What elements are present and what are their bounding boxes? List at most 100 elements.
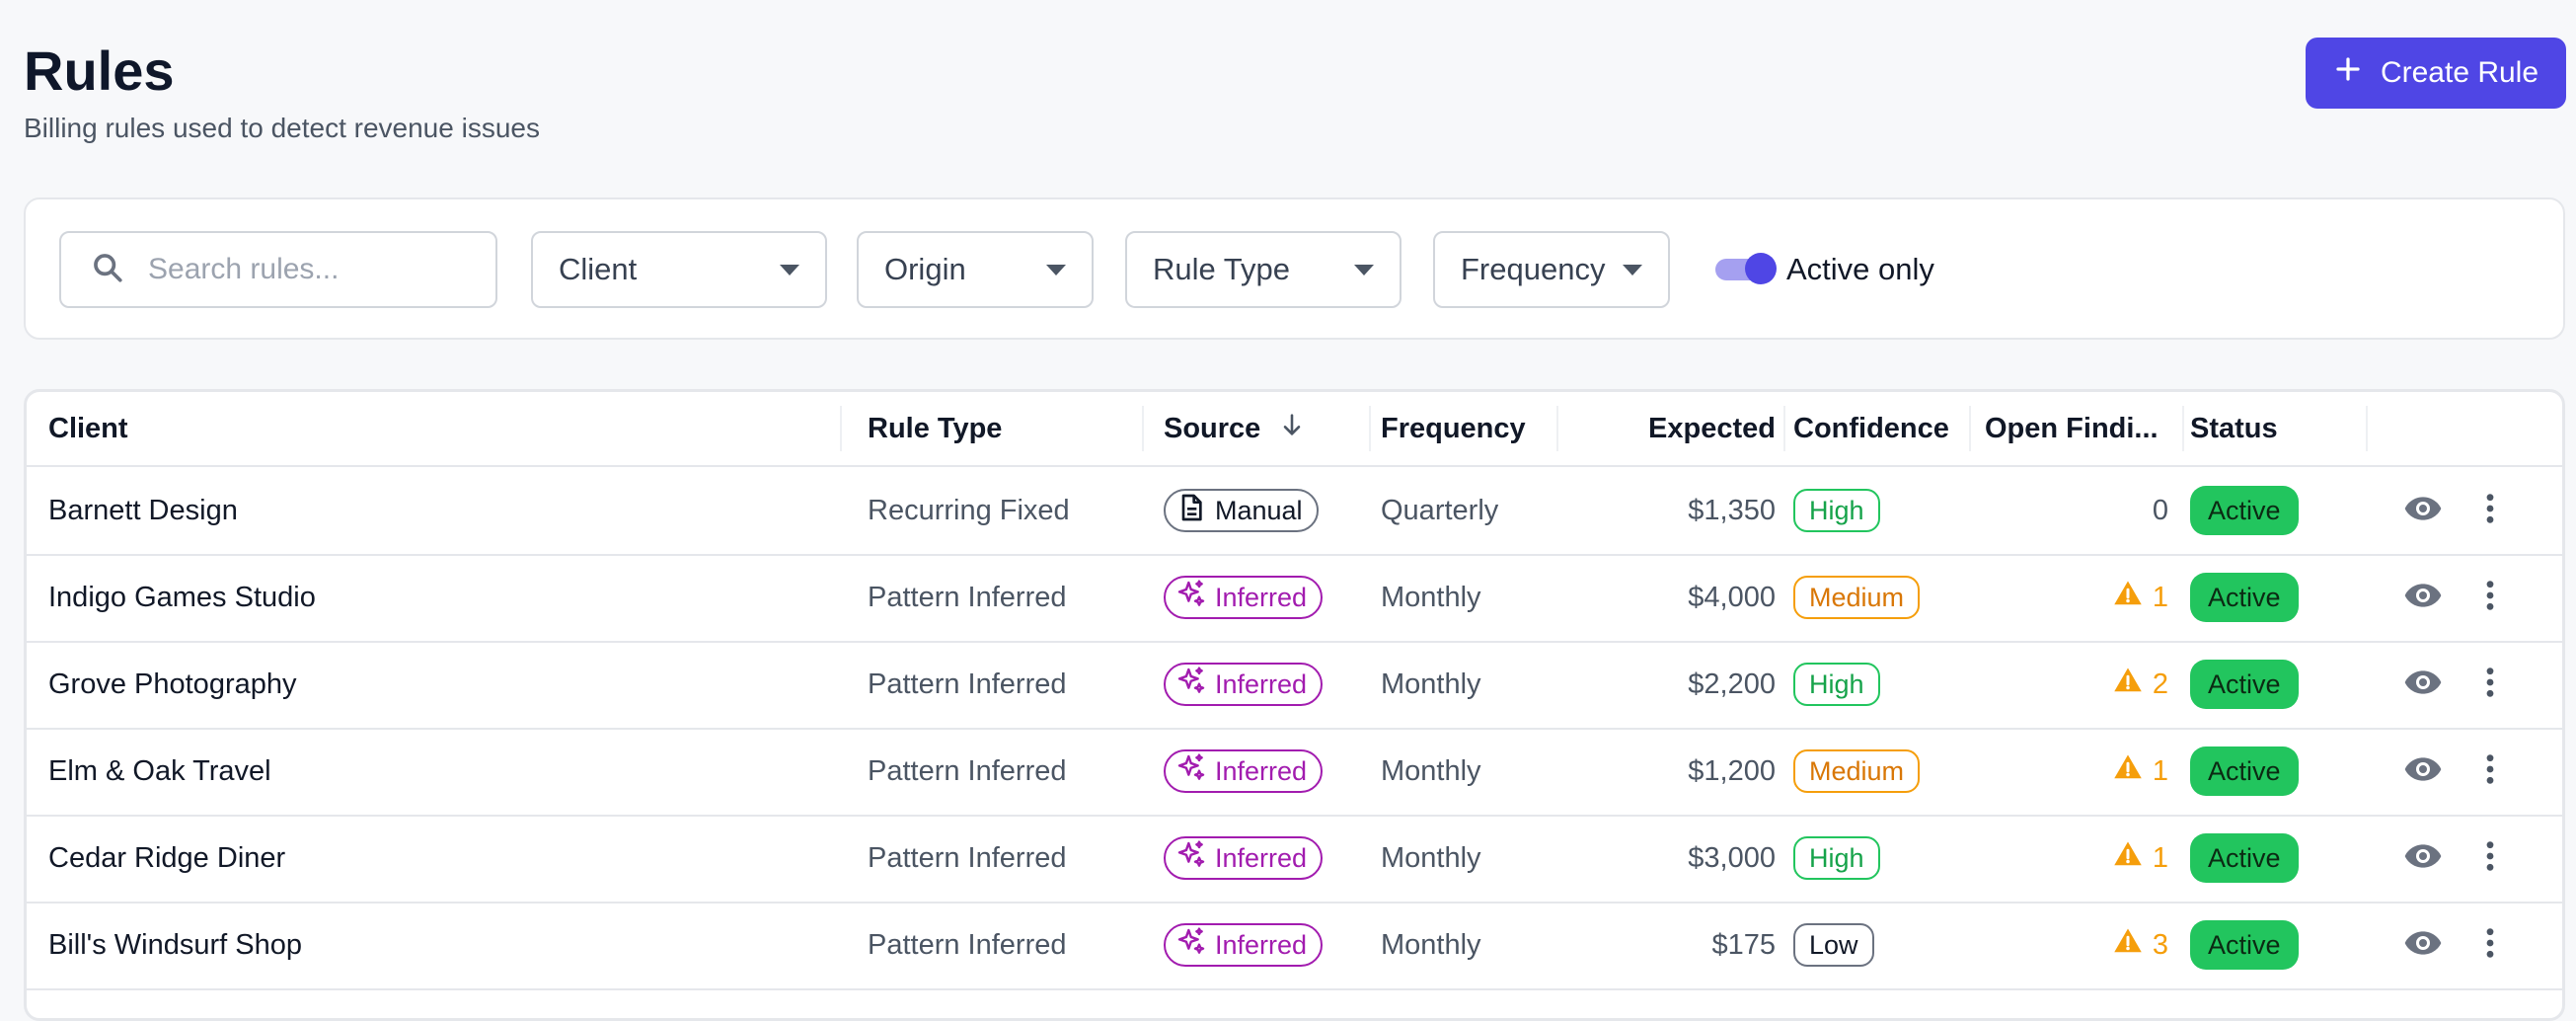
view-rule-button[interactable] (2395, 728, 2451, 815)
column-divider (840, 406, 842, 451)
row-actions-button[interactable] (2470, 728, 2510, 815)
column-divider (1969, 406, 1971, 451)
cell-source: Inferred (1164, 902, 1324, 988)
open-findings[interactable]: 1 (2113, 839, 2168, 877)
cell-confidence: Medium (1793, 728, 1921, 815)
view-rule-button[interactable] (2395, 815, 2451, 902)
cell-status: Active (2190, 815, 2299, 902)
cell-rule-type: Recurring Fixed (868, 494, 1070, 526)
cell-source: Inferred (1164, 815, 1324, 902)
cell-client: Indigo Games Studio (48, 581, 316, 613)
source-badge: Inferred (1164, 836, 1324, 880)
frequency-filter-select[interactable]: Frequency (1433, 231, 1670, 308)
cell-source: Inferred (1164, 728, 1324, 815)
column-divider (2182, 406, 2184, 451)
warning-icon (2113, 926, 2143, 964)
row-actions-button[interactable] (2470, 554, 2510, 641)
column-header-frequency[interactable]: Frequency (1381, 412, 1526, 444)
open-findings-count: 1 (2152, 841, 2168, 874)
rule-type-filter-select[interactable]: Rule Type (1125, 231, 1402, 308)
view-rule-button[interactable] (2395, 641, 2451, 728)
view-rule-button[interactable] (2395, 902, 2451, 988)
sparkle-icon (1175, 926, 1207, 965)
search-box[interactable] (59, 231, 497, 308)
view-rule-button[interactable] (2395, 554, 2451, 641)
row-actions-button[interactable] (2470, 815, 2510, 902)
source-header-label: Source (1164, 412, 1261, 444)
cell-confidence: Medium (1793, 554, 1921, 641)
cell-confidence: High (1793, 815, 1880, 902)
cell-client: Cedar Ridge Diner (48, 841, 286, 874)
status-badge: Active (2190, 573, 2299, 622)
document-icon (1175, 492, 1207, 530)
more-vertical-icon (2485, 926, 2495, 965)
open-findings[interactable]: 1 (2113, 579, 2168, 616)
cell-open-findings: 3 (1985, 902, 2168, 988)
column-header-rule-type[interactable]: Rule Type (868, 412, 1003, 444)
cell-rule-type: Pattern Inferred (868, 581, 1067, 613)
table-row[interactable]: Cedar Ridge Diner Pattern Inferred Inferre… (27, 815, 2562, 903)
confidence-badge: Medium (1793, 749, 1921, 793)
open-findings[interactable]: 3 (2113, 926, 2168, 964)
column-header-open-findings[interactable]: Open Findi... (1985, 412, 2159, 444)
column-header-confidence[interactable]: Confidence (1793, 412, 1949, 444)
create-rule-button[interactable]: Create Rule (2306, 38, 2566, 109)
confidence-badge: Medium (1793, 576, 1921, 619)
row-actions-button[interactable] (2470, 467, 2510, 554)
table-row[interactable]: Grove Photography Pattern Inferred Inferre… (27, 641, 2562, 730)
more-vertical-icon (2485, 666, 2495, 704)
column-header-expected[interactable]: Expected (1648, 412, 1776, 444)
cell-expected: $1,200 (1688, 754, 1776, 787)
chevron-down-icon (1623, 264, 1642, 275)
eye-icon (2403, 749, 2443, 794)
cell-expected: $3,000 (1688, 841, 1776, 874)
cell-rule-type: Pattern Inferred (868, 841, 1067, 874)
eye-icon (2403, 663, 2443, 707)
client-filter-select[interactable]: Client (531, 231, 827, 308)
cell-rule-type: Pattern Inferred (868, 754, 1067, 787)
table-row[interactable]: Barnett Design Recurring Fixed Manual Quart… (27, 467, 2562, 556)
cell-open-findings: 2 (1985, 641, 2168, 728)
column-divider (1369, 406, 1371, 451)
table-row[interactable]: Bill's Windsurf Shop Pattern Inferred Infe… (27, 902, 2562, 990)
active-only-toggle[interactable] (1715, 253, 1777, 284)
column-divider (2366, 406, 2368, 451)
search-input[interactable] (146, 252, 466, 287)
active-only-toggle-group: Active only (1715, 231, 1934, 308)
column-header-status[interactable]: Status (2190, 412, 2278, 444)
source-badge: Inferred (1164, 749, 1324, 793)
cell-open-findings: 0 (1985, 467, 2168, 554)
warning-icon (2113, 839, 2143, 877)
cell-rule-type: Pattern Inferred (868, 928, 1067, 961)
create-rule-label: Create Rule (2380, 56, 2539, 89)
chevron-down-icon (780, 264, 799, 275)
eye-icon (2403, 489, 2443, 533)
open-findings[interactable]: 1 (2113, 752, 2168, 790)
table-row[interactable]: Elm & Oak Travel Pattern Inferred Inferred… (27, 728, 2562, 817)
origin-filter-select[interactable]: Origin (857, 231, 1094, 308)
page-title: Rules (24, 39, 175, 102)
warning-icon (2113, 752, 2143, 790)
eye-icon (2403, 836, 2443, 881)
view-rule-button[interactable] (2395, 467, 2451, 554)
row-actions-button[interactable] (2470, 641, 2510, 728)
cell-frequency: Quarterly (1381, 494, 1499, 526)
toggle-knob (1745, 253, 1777, 284)
status-badge: Active (2190, 660, 2299, 709)
row-actions-button[interactable] (2470, 902, 2510, 988)
cell-frequency: Monthly (1381, 581, 1481, 613)
open-findings[interactable]: 2 (2113, 666, 2168, 703)
frequency-filter-label: Frequency (1461, 252, 1606, 286)
cell-expected: $1,350 (1688, 494, 1776, 526)
table-row[interactable]: Indigo Games Studio Pattern Inferred Infer… (27, 554, 2562, 643)
cell-source: Inferred (1164, 554, 1324, 641)
cell-open-findings: 1 (1985, 815, 2168, 902)
cell-source: Inferred (1164, 641, 1324, 728)
sparkle-icon (1175, 579, 1207, 617)
cell-status: Active (2190, 641, 2299, 728)
filter-bar: Client Origin Rule Type Frequency Active… (24, 197, 2565, 340)
column-header-source[interactable]: Source (1164, 392, 1306, 465)
more-vertical-icon (2485, 579, 2495, 617)
column-header-client[interactable]: Client (48, 412, 128, 444)
chevron-down-icon (1046, 264, 1066, 275)
